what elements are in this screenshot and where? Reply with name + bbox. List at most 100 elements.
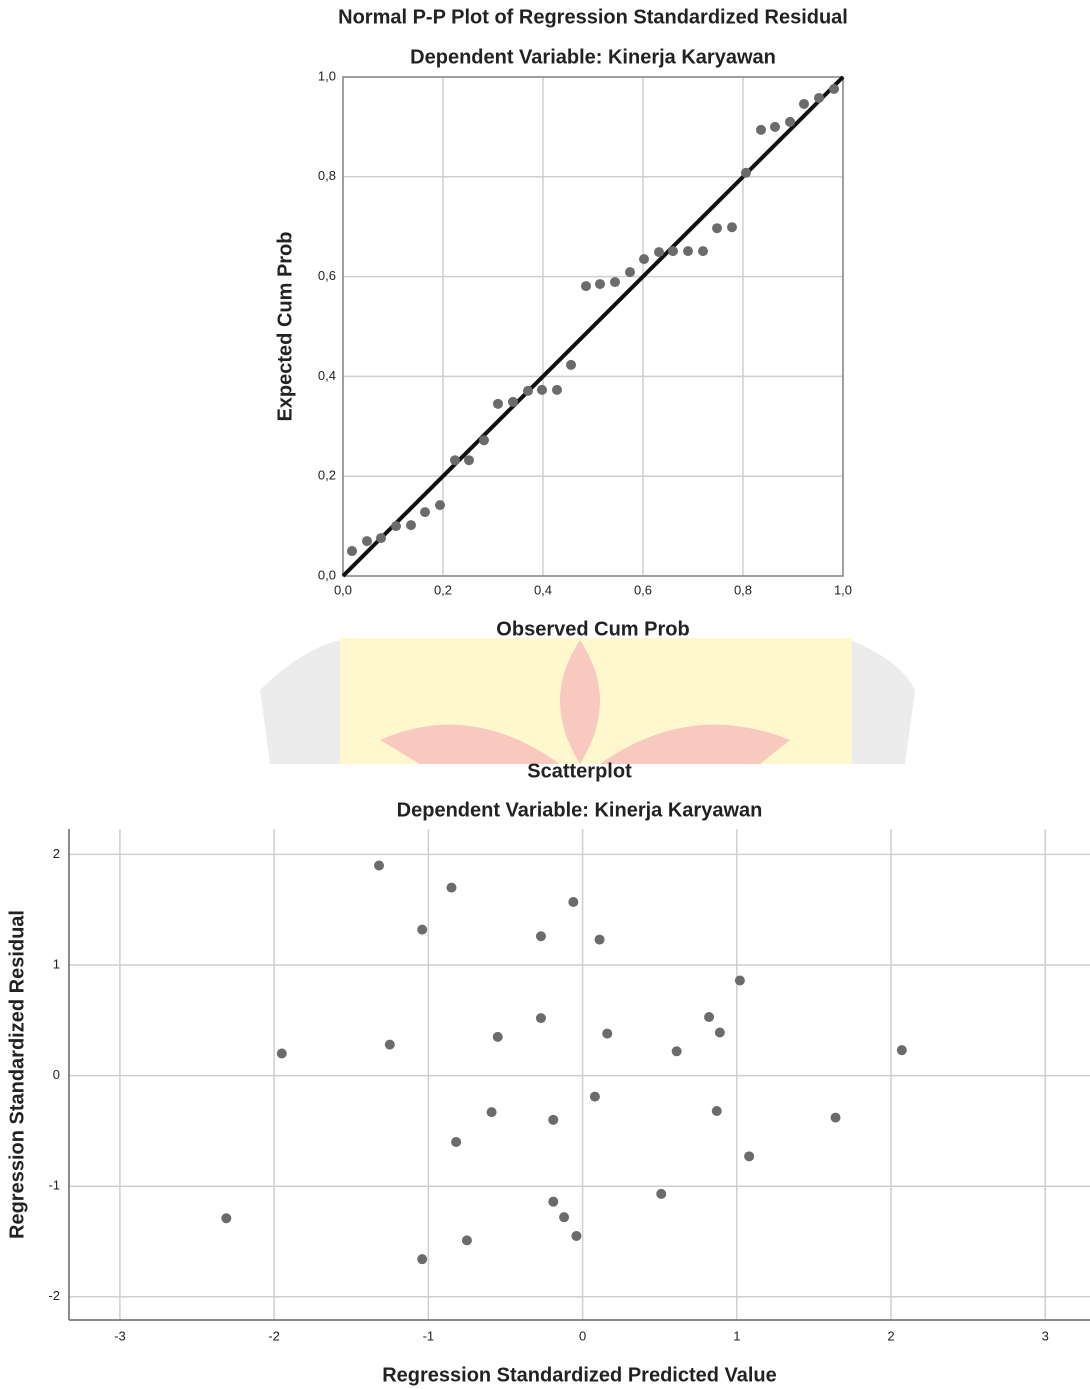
charts: Normal P-P Plot of Regression Standardiz… (0, 0, 1090, 1389)
point (610, 277, 620, 287)
point (523, 386, 533, 396)
y-tick-label: 0 (53, 1067, 60, 1082)
x-tick-label: 3 (1042, 1328, 1049, 1343)
point (770, 122, 780, 132)
x-tick-label: 0,0 (334, 582, 352, 597)
y-axis-label: Regression Standardized Residual (6, 910, 28, 1239)
x-tick-label: 0,8 (734, 582, 752, 597)
point (571, 1231, 581, 1241)
point (897, 1045, 907, 1055)
y-tick-label: -2 (48, 1288, 60, 1303)
plot-background (69, 829, 1090, 1320)
point (744, 1151, 754, 1161)
point (683, 246, 693, 256)
point (814, 93, 824, 103)
y-axis-label: Expected Cum Prob (274, 231, 296, 421)
x-tick-label: -2 (268, 1328, 280, 1343)
point (537, 385, 547, 395)
y-tick-label: 0,8 (318, 168, 336, 183)
point (479, 435, 489, 445)
point (420, 507, 430, 517)
point (277, 1048, 287, 1058)
y-tick-label: 1,0 (318, 68, 336, 83)
point (568, 897, 578, 907)
point (704, 1012, 714, 1022)
point (715, 1027, 725, 1037)
point (672, 1046, 682, 1056)
point (566, 360, 576, 370)
point (785, 117, 795, 127)
chart-subtitle: Dependent Variable: Kinerja Karyawan (410, 46, 776, 68)
point (727, 222, 737, 232)
point (536, 1013, 546, 1023)
chart-subtitle: Dependent Variable: Kinerja Karyawan (397, 799, 763, 821)
x-tick-label: 2 (887, 1328, 894, 1343)
point (446, 883, 456, 893)
y-tick-label: 1 (53, 956, 60, 971)
point (654, 247, 664, 257)
x-axis-label: Observed Cum Prob (496, 618, 689, 640)
point (829, 84, 839, 94)
point (625, 267, 635, 277)
point (374, 860, 384, 870)
point (406, 520, 416, 530)
point (435, 500, 445, 510)
x-tick-label: 1,0 (834, 582, 852, 597)
x-tick-label: -1 (423, 1328, 435, 1343)
point (493, 1032, 503, 1042)
point (536, 931, 546, 941)
x-tick-label: 0,6 (634, 582, 652, 597)
x-tick-label: -3 (114, 1328, 126, 1343)
point (756, 125, 766, 135)
point (362, 536, 372, 546)
point (221, 1213, 231, 1223)
point (831, 1113, 841, 1123)
point (391, 521, 401, 531)
y-tick-label: 0,4 (318, 368, 336, 383)
point (595, 935, 605, 945)
x-tick-label: 1 (733, 1328, 740, 1343)
point (451, 1137, 461, 1147)
point (712, 223, 722, 233)
y-tick-label: 0,0 (318, 567, 336, 582)
point (417, 925, 427, 935)
point (595, 279, 605, 289)
chart-title: Normal P-P Plot of Regression Standardiz… (338, 6, 848, 28)
point (385, 1040, 395, 1050)
point (559, 1212, 569, 1222)
point (698, 246, 708, 256)
point (493, 399, 503, 409)
point (462, 1235, 472, 1245)
point (417, 1254, 427, 1264)
point (376, 533, 386, 543)
y-tick-label: -1 (48, 1178, 60, 1193)
x-tick-label: 0,4 (534, 582, 552, 597)
point (799, 99, 809, 109)
x-axis-label: Regression Standardized Predicted Value (382, 1364, 777, 1386)
point (656, 1189, 666, 1199)
point (464, 455, 474, 465)
x-tick-label: 0,2 (434, 582, 452, 597)
point (450, 455, 460, 465)
point (548, 1115, 558, 1125)
x-tick-label: 0 (579, 1328, 586, 1343)
point (639, 254, 649, 264)
point (581, 281, 591, 291)
point (741, 168, 751, 178)
point (508, 397, 518, 407)
watermark-shape (260, 640, 340, 764)
point (347, 546, 357, 556)
point (590, 1092, 600, 1102)
chart-title: Scatterplot (527, 760, 632, 782)
page: Normal P-P Plot of Regression Standardiz… (0, 0, 1090, 1389)
point (735, 976, 745, 986)
point (668, 246, 678, 256)
y-tick-label: 0,2 (318, 468, 336, 483)
point (487, 1107, 497, 1117)
point (602, 1029, 612, 1039)
point (548, 1197, 558, 1207)
point (712, 1106, 722, 1116)
watermark (260, 638, 915, 764)
y-tick-label: 0,6 (318, 268, 336, 283)
y-tick-label: 2 (53, 846, 60, 861)
